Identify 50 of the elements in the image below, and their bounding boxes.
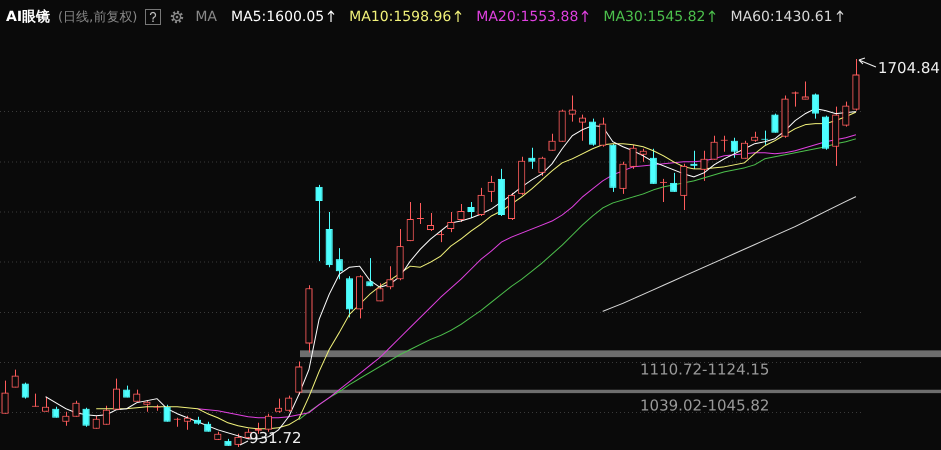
candlestick [771, 113, 778, 134]
annotation: 931.72 [249, 428, 302, 447]
candlestick [478, 187, 485, 217]
candlestick [842, 101, 850, 128]
candlestick [316, 184, 323, 262]
candlestick [143, 400, 150, 412]
band-label: 1110.72-1124.15 [640, 360, 770, 379]
candlestick [336, 248, 343, 280]
candlestick [710, 135, 718, 160]
candlestick [640, 148, 647, 162]
candlestick [264, 413, 272, 432]
candlestick [82, 407, 90, 428]
candlestick [164, 404, 171, 422]
candlestick [184, 415, 191, 430]
candlestick [802, 81, 809, 100]
legend-label: MA60:1430.61 [730, 8, 833, 24]
candlestick [275, 398, 282, 414]
text: 1704.84 [878, 58, 940, 77]
candlestick [599, 117, 606, 148]
candlestick [792, 91, 799, 108]
candlestick [102, 405, 110, 426]
legend-label: MA5:1600.05 [230, 8, 324, 24]
candlestick [538, 156, 546, 176]
candlestick [72, 400, 80, 418]
candlestick [285, 395, 292, 412]
candlestick [12, 369, 19, 388]
band-label: 1039.02-1045.82 [640, 396, 770, 415]
candlestick [42, 396, 50, 412]
legend-label: MA20:1553.88 [476, 8, 578, 24]
candlestick [589, 118, 596, 146]
legend-label: MA30:1545.82 [603, 8, 706, 24]
candlestick [812, 93, 819, 120]
candlestick [619, 161, 627, 194]
candlestick [406, 201, 414, 242]
candlestick [366, 258, 374, 287]
chart-subtitle: (日线,前复权) [58, 8, 138, 26]
chart-title: AI眼镜 [6, 8, 50, 26]
candlestick [578, 114, 586, 142]
candlestick [568, 95, 576, 122]
candlestick [376, 282, 384, 302]
candlestick [528, 147, 536, 170]
candlestick [740, 140, 748, 160]
candlestick [630, 144, 637, 170]
candlestick [508, 192, 516, 221]
legend-label: MA10:1598.96 [349, 8, 452, 24]
candlestick [112, 378, 120, 410]
candlestick [416, 202, 424, 225]
legend-title: MA [195, 8, 217, 24]
candlestick [751, 131, 758, 142]
candlestick [22, 382, 29, 400]
